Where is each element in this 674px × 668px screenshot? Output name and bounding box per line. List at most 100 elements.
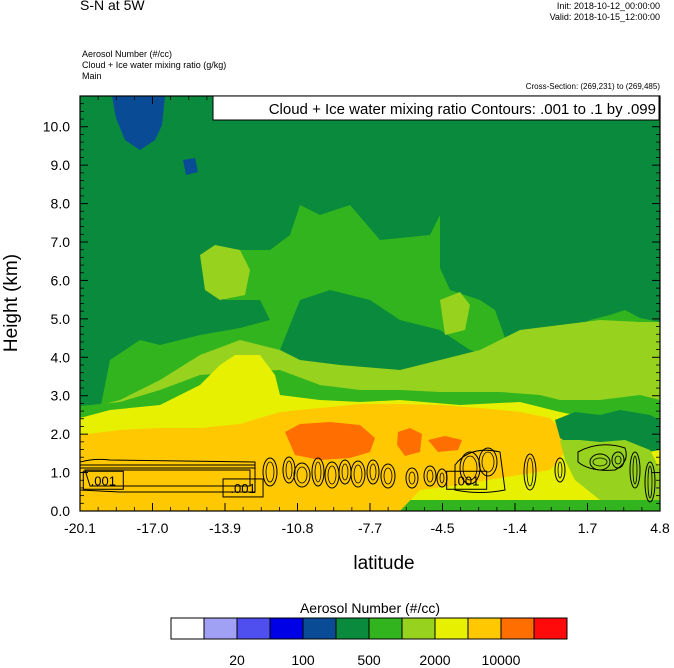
y-tick-label: 2.0 [51,426,71,442]
contour-cell-inner [353,464,363,484]
contour-cell-inner [408,471,416,485]
colorbar-swatch [434,617,469,640]
x-tick-label: -17.0 [137,520,169,536]
contour-cell-inner [632,455,638,485]
contour-cell-inner [341,463,349,481]
colorbar-swatch [467,617,502,640]
field-red-orange-core-b [397,428,422,456]
contour-cell-inner [481,451,495,473]
contour-info-box: Cloud + Ice water mixing ratio Contours:… [212,95,660,121]
y-tick-label: 4.0 [51,349,71,365]
contour-cell [523,453,537,491]
contour-cell-inner [265,461,275,483]
field-blue-patch-a [112,96,165,150]
contour-cell-inner [462,455,478,481]
contour-label: .001 [454,473,479,488]
contour-cell [262,457,278,487]
colorbar: 20 100 500 2000 10000 [170,617,568,668]
x-tick-label: -7.7 [358,520,382,536]
colorbar-swatch [236,617,271,640]
x-tick-label: 4.8 [650,520,670,536]
colorbar-swatch [269,617,304,640]
contour-cell-inner [426,469,434,483]
contour-cell-inner [647,465,653,499]
colorbar-title: Aerosol Number (#/cc) [300,600,440,616]
y-axis-label: Height (km) [1,254,22,352]
colorbar-swatch [401,617,436,640]
y-tick-label: 10.0 [43,119,70,135]
colorbar-swatch [170,617,205,640]
contour-info-text: Cloud + Ice water mixing ratio Contours:… [269,101,656,118]
variable-aerosol: Aerosol Number (#/cc) [82,49,173,59]
contour-cell [380,463,396,489]
field-dark-green-left [80,96,660,410]
contour-cell-inner [439,472,445,484]
field-lightgreen-patch-a [200,245,250,300]
colorbar-swatch [533,617,568,640]
contour-cell [405,467,419,489]
contour-cell [423,465,437,487]
contour-cell [554,457,566,483]
field-dark-green-right [440,198,660,338]
x-tick-label: -20.1 [64,520,96,536]
contour-cell [478,447,498,477]
colorbar-swatch [302,617,337,640]
colorbar-label: 100 [291,652,315,668]
colorbar-label: 2000 [419,652,450,668]
y-tick-label: 1.0 [51,465,71,481]
contour-label: .001 [91,473,116,488]
y-tick-label: 8.0 [51,196,71,212]
contour-cluster-far-right [577,444,627,471]
x-tick-label: -10.8 [282,520,314,536]
colorbar-label: 10000 [482,652,521,668]
variable-cloud-ice: Cloud + Ice water mixing ratio (g/kg) [82,60,227,70]
plot-title: S-N at 5W [80,0,145,13]
y-tick-label: 7.0 [51,234,71,250]
y-tick-label: 9.0 [51,157,71,173]
colorbar-label: 20 [229,652,245,668]
cloud-contours: .001 .001 .001 [80,444,656,503]
field-red-orange-core-a [285,422,375,460]
colorbar-label: 500 [357,652,381,668]
field-lightgreen-patch-b [440,292,470,335]
y-tick-label: 3.0 [51,388,71,404]
aerosol-field [80,96,660,511]
field-blue-patch-b [183,158,198,175]
init-valid-times: Init: 2018-10-12_00:00:00 Valid: 2018-10… [550,1,660,23]
contour-label-box [222,478,264,498]
contour-label: .001 [230,481,255,496]
contour-cluster-right [454,449,506,493]
contour-cell-inner [526,457,534,487]
contour-cell-inner [369,463,377,481]
contour-cell-inner [592,457,608,467]
contour-cell-inner [383,467,393,485]
contour-cell [629,451,641,489]
variable-main: Main [82,71,102,81]
x-tick-label: 1.7 [578,520,598,536]
contour-cell [644,461,656,503]
contour-cell-inner [285,460,293,480]
contour-cell-inner [296,466,308,484]
x-axis-label: latitude [353,553,414,574]
cross-section-label: Cross-Section: (269,231) to (269,485) [525,82,660,91]
x-tick-label: -4.5 [430,520,454,536]
colorbar-swatch [335,617,370,640]
y-tick-label: 0.0 [51,503,71,519]
contour-cell-inner [327,465,337,485]
contour-cell [311,457,325,487]
init-time: Init: 2018-10-12_00:00:00 [556,1,660,11]
y-tick-label: 6.0 [51,272,71,288]
contour-label-box [446,470,488,490]
contour-cell-inner [557,461,563,479]
contour-cell [350,460,366,488]
contour-cell [293,462,311,488]
contour-cell-inner [314,461,322,483]
contour-info-frame [212,95,660,121]
variable-list: Aerosol Number (#/cc) Cloud + Ice water … [82,49,226,82]
colorbar-swatch [203,617,238,640]
contour-cell [366,459,380,485]
x-tick-label: -13.9 [209,520,241,536]
valid-time: Valid: 2018-10-15_12:00:00 [549,12,660,22]
field-red-orange-core-c [428,436,462,452]
